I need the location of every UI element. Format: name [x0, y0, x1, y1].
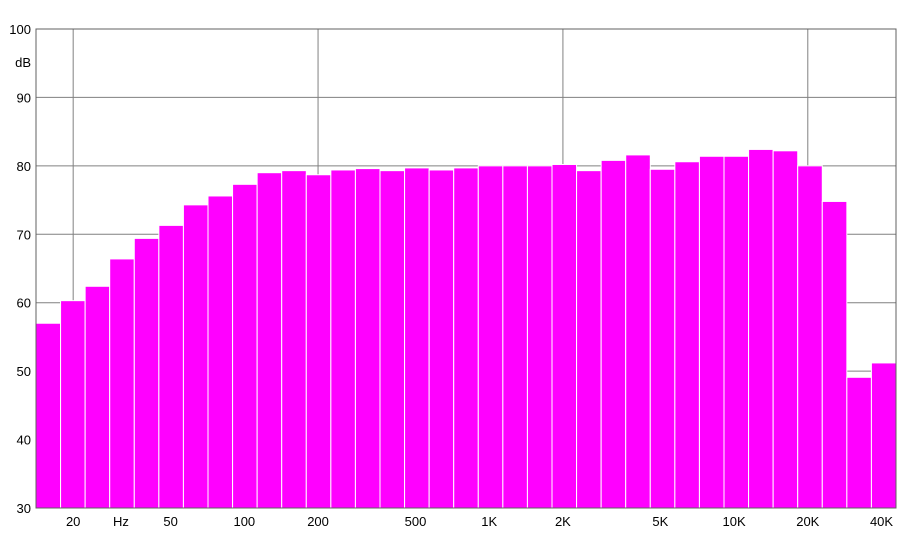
x-tick-label: 40K	[870, 514, 893, 529]
bar	[748, 148, 774, 509]
plot-frame	[35, 28, 897, 509]
bar	[576, 170, 602, 509]
x-tick-label: 20K	[796, 514, 819, 529]
bar	[428, 169, 455, 509]
bar	[870, 362, 897, 509]
x-tick-label: 50	[163, 514, 177, 529]
bar	[723, 155, 750, 509]
y-tick-label: 50	[17, 364, 31, 379]
x-tick-label: 1K	[481, 514, 497, 529]
y-tick-label: 80	[17, 159, 31, 174]
bar	[158, 224, 184, 509]
bar	[256, 172, 283, 509]
bar	[526, 165, 553, 509]
x-tick-label: 2K	[555, 514, 571, 529]
y-tick-label: 40	[17, 433, 31, 448]
y-tick-label: 30	[17, 501, 31, 516]
bar	[821, 200, 848, 509]
bar	[477, 165, 504, 509]
bar	[109, 258, 135, 509]
bar	[35, 322, 62, 509]
bars-layer	[35, 148, 897, 509]
x-unit-label: Hz	[113, 514, 129, 529]
bar	[60, 300, 86, 509]
x-tick-label: 200	[307, 514, 329, 529]
bar	[698, 155, 725, 509]
bar	[551, 163, 578, 509]
y-tick-labels: 100 90 80 70 60 50 40 30	[9, 22, 31, 516]
bar	[182, 204, 209, 509]
bar	[404, 167, 430, 509]
x-tick-label: 10K	[723, 514, 746, 529]
bar	[502, 165, 528, 509]
bar	[625, 154, 651, 509]
bar	[133, 237, 160, 509]
bar	[305, 174, 332, 509]
y-tick-label: 60	[17, 296, 31, 311]
x-tick-labels: 20 50 100 200 500 1K 2K 5K 10K 20K 40K	[66, 514, 893, 529]
bar	[772, 150, 799, 509]
x-tick-label: 500	[405, 514, 427, 529]
bar	[232, 183, 258, 509]
bar	[84, 285, 111, 509]
bar	[846, 376, 872, 509]
bar	[379, 170, 406, 509]
y-axis-label: dB	[15, 55, 31, 70]
bar	[281, 170, 307, 509]
bar	[674, 161, 700, 509]
y-tick-label: 100	[9, 22, 31, 37]
bar	[600, 159, 627, 509]
frame-layer	[35, 28, 897, 509]
bar	[797, 165, 823, 509]
y-tick-label: 90	[17, 90, 31, 105]
bar	[649, 168, 676, 509]
bar	[354, 168, 381, 509]
x-tick-label: 5K	[652, 514, 668, 529]
x-tick-label: 100	[233, 514, 255, 529]
x-tick-label: 20	[66, 514, 80, 529]
bar	[453, 167, 479, 509]
bar	[207, 195, 234, 509]
y-tick-label: 70	[17, 227, 31, 242]
bar	[330, 169, 356, 509]
